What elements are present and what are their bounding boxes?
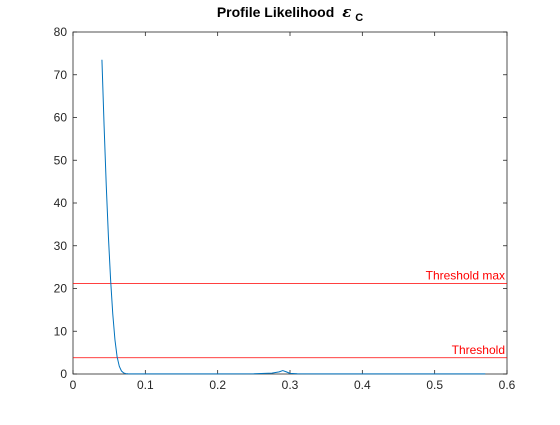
y-tick-label: 70 <box>54 68 68 82</box>
threshold-label: Threshold <box>452 343 505 357</box>
axes-box <box>72 31 508 375</box>
x-tick-label: 0.4 <box>354 378 371 392</box>
x-tick-label: 0.3 <box>282 378 299 392</box>
chart-title-text: Profile Likelihood <box>217 4 334 20</box>
x-tick-label: 0.2 <box>209 378 226 392</box>
y-tick-label: 0 <box>60 367 67 381</box>
plot-area: Threshold max Threshold <box>73 59 507 375</box>
y-tick-label: 30 <box>54 239 68 253</box>
threshold-label: Threshold max <box>426 268 505 282</box>
y-tick-label: 10 <box>54 324 68 338</box>
x-tick-label: 0 <box>70 378 77 392</box>
x-tick-label: 0.1 <box>137 378 154 392</box>
x-tick-label: 0.5 <box>426 378 443 392</box>
y-tick-label: 80 <box>54 25 68 39</box>
y-tick-label: 20 <box>54 282 68 296</box>
chart-title-symbol: ε <box>342 3 351 21</box>
y-tick-label: 60 <box>54 111 68 125</box>
axes: 0 0.1 0.2 0.3 0.4 0.5 0.6 0 10 20 30 40 50 60 70 80 <box>54 25 516 392</box>
y-tick-label: 50 <box>54 153 68 167</box>
chart-title-subscript: C <box>355 12 363 24</box>
y-tick-label: 40 <box>54 196 68 210</box>
x-tick-label: 0.6 <box>499 378 516 392</box>
chart-title: Profile Likelihood ε C <box>217 3 363 24</box>
likelihood-series-line <box>101 59 486 375</box>
